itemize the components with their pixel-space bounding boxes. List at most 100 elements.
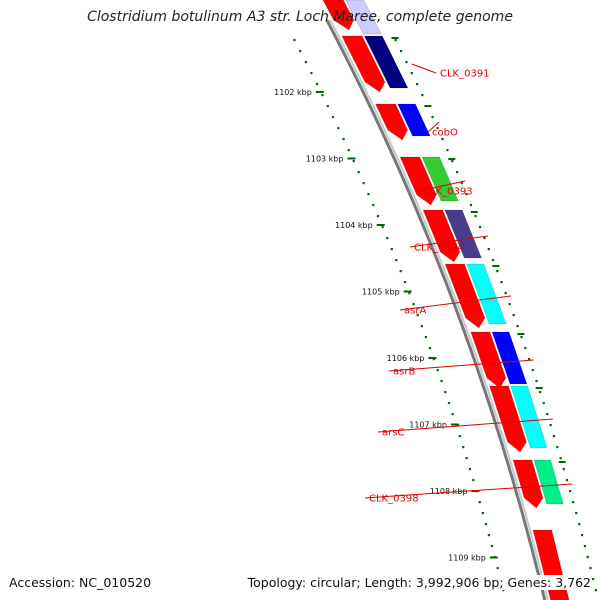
tick-dot	[376, 215, 380, 218]
tick-dot	[342, 138, 345, 141]
tick-dot	[293, 39, 296, 42]
feature-block	[345, 0, 382, 35]
tick-dot	[447, 402, 451, 405]
kbp-tick-label: 1105 kbp	[362, 288, 400, 297]
feature-block	[421, 156, 459, 202]
gene-leader-line	[399, 295, 511, 311]
outer-tick-dot	[451, 160, 454, 163]
gene-label: CLK_0393	[423, 187, 473, 198]
outer-tick-dot	[520, 336, 523, 339]
outer-tick-dot	[531, 369, 534, 372]
feature-block	[444, 209, 482, 259]
map-title: Clostridium botulinum A3 str. Loch Maree…	[87, 9, 513, 25]
tick-dot	[386, 237, 389, 240]
outer-tick-dot	[399, 50, 403, 53]
gene-labels: CLK_0391 cobO CLK_0393 CLK_0394 asrA asrB arsC…	[364, 63, 573, 505]
gene-leader-line	[411, 63, 437, 74]
outer-tick-dot	[575, 512, 578, 515]
outer-tick-dot	[578, 523, 581, 526]
outer-tick-dot	[539, 391, 542, 394]
kbp-ticks: 1102 kbp 1103 kbp 1104 kbp 1105 kbp 1106 kbp…	[274, 88, 498, 563]
outer-tick-dot	[410, 72, 413, 75]
tick-dot	[337, 127, 340, 130]
tick-dot	[416, 314, 419, 317]
outer-tick-dot	[528, 358, 531, 361]
tick-dot	[458, 435, 461, 438]
outer-tick-dot	[552, 435, 556, 438]
feature-block	[397, 103, 431, 137]
tick-dot	[487, 534, 491, 537]
outer-tick-dot	[460, 182, 463, 185]
cds-arrow	[512, 459, 544, 509]
kbp-tick-label: 1107 kbp	[409, 421, 447, 430]
feature-track	[345, 0, 566, 505]
outer-tick-dot	[508, 303, 511, 306]
tick-dot	[444, 391, 447, 394]
gene-label: cobO	[432, 128, 458, 139]
outer-tick-dot	[524, 347, 527, 350]
tick-dot	[304, 61, 307, 64]
tick-dot	[420, 325, 423, 328]
kbp-tick-label: 1109 kbp	[448, 554, 486, 563]
kbp-tick-label: 1106 kbp	[387, 354, 425, 363]
tick-dot	[412, 303, 415, 306]
outer-tick-dot	[589, 567, 592, 570]
gene-leader-line	[388, 359, 534, 372]
tick-dot	[502, 589, 505, 592]
tick-dot	[347, 149, 350, 152]
outer-tick-dot	[491, 259, 495, 262]
tick-dot	[451, 413, 454, 416]
outer-tick-dot	[455, 171, 459, 174]
outer-tick-dot	[594, 589, 597, 592]
cds-arrow	[375, 103, 408, 141]
kbp-tick-label: 1102 kbp	[274, 88, 312, 97]
tick-dot	[428, 347, 432, 350]
tick-dot	[352, 160, 355, 163]
tick-dot	[395, 259, 398, 262]
outer-tick-dot	[446, 149, 449, 152]
tick-dot	[478, 501, 481, 504]
outer-tick-dot	[504, 292, 507, 295]
outer-tick-dot	[535, 380, 538, 383]
feature-block	[510, 385, 548, 449]
outer-tick-dot	[394, 39, 397, 42]
outer-tick-dot	[436, 127, 439, 130]
outer-tick-dot	[572, 501, 575, 504]
tick-dot	[372, 204, 375, 207]
outer-tick-dot	[562, 468, 565, 471]
gene-leader-line	[364, 483, 573, 499]
tick-dot	[496, 567, 499, 570]
outer-tick-dot	[465, 193, 468, 196]
tick-dot	[462, 446, 465, 449]
tick-dot	[332, 116, 335, 119]
outer-tick-dot	[500, 281, 503, 284]
outer-tick-dot	[586, 556, 589, 559]
feature-block	[363, 35, 409, 89]
topology-text: Topology: circular; Length: 3,992,906 bp…	[247, 575, 591, 590]
tick-dot	[424, 336, 428, 339]
tick-dot	[310, 72, 313, 75]
tick-dot	[490, 545, 494, 548]
tick-dot	[465, 457, 468, 460]
backbone	[325, 19, 549, 600]
cds-arrow	[489, 385, 527, 453]
gene-leader-line	[409, 235, 488, 248]
tick-dot	[399, 270, 402, 273]
outer-tick-dot	[565, 479, 569, 482]
gene-leader-line	[418, 180, 466, 192]
outer-tick-dot	[474, 215, 477, 218]
cds-arrow	[470, 331, 507, 389]
outer-tick-ring	[394, 39, 597, 592]
outer-tick-dot	[512, 314, 515, 317]
tick-dot	[481, 512, 484, 515]
cds-arrow	[341, 35, 386, 93]
outer-tick-dot	[516, 325, 519, 328]
outer-tick-dot	[549, 424, 552, 427]
feature-block	[533, 459, 564, 505]
tick-dot	[367, 193, 370, 196]
outer-tick-dot	[546, 413, 549, 416]
tick-dot	[357, 171, 360, 174]
tick-dot	[381, 226, 384, 229]
